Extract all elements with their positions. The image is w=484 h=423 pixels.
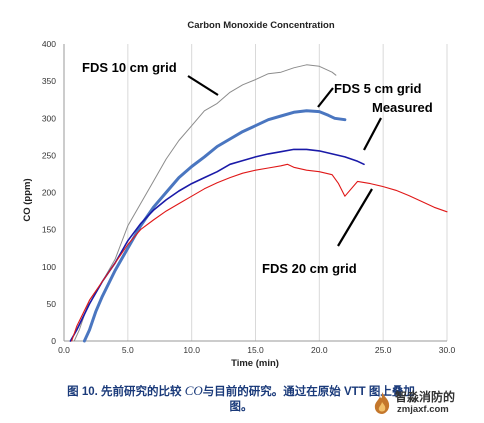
x-tick-label: 15.0 [247, 345, 264, 355]
site-watermark: 智淼消防的 zmjaxf.com [371, 388, 481, 420]
annotation-fds-20cm: FDS 20 cm grid [262, 261, 357, 276]
annotation-arrow-fds-5cm [317, 87, 334, 108]
x-tick-label: 20.0 [311, 345, 328, 355]
x-tick-label: 30.0 [439, 345, 456, 355]
series-lines [69, 64, 448, 343]
caption-italic-co: CO [184, 383, 203, 398]
y-tick-labels: 0 50 100 150 200 250 300 350 400 [42, 39, 56, 346]
chart-title: Carbon Monoxide Concentration [187, 20, 334, 31]
x-tick-label: 10.0 [183, 345, 200, 355]
co-concentration-chart: Carbon Monoxide Concentration 0.0 5.0 10.0… [22, 20, 456, 369]
annotation-fds-10cm: FDS 10 cm grid [82, 60, 177, 75]
annotation-arrow-fds-20cm [337, 188, 373, 247]
annotation-arrow-measured [363, 117, 382, 151]
annotation-fds-5cm: FDS 5 cm grid [334, 81, 421, 96]
x-tick-label: 0.0 [58, 345, 70, 355]
series-line-fds-5-cm-grid [82, 109, 347, 343]
watermark-url: zmjaxf.com [397, 404, 449, 415]
y-tick-label: 200 [42, 188, 56, 198]
x-axis-label: Time (min) [231, 358, 279, 369]
figure-caption: 图 10. 先前研究的比较 CO与目前的研究。通过在原始 VTT 图上叠加 图。 [6, 383, 476, 415]
y-tick-label: 100 [42, 262, 56, 272]
caption-suffix: 与目前的研究。通过在原始 VTT 图上叠加 [202, 386, 415, 398]
y-axis-label: CO (ppm) [22, 178, 33, 221]
x-tick-labels: 0.0 5.0 10.0 15.0 20.0 25.0 30.0 [58, 345, 455, 355]
y-tick-label: 150 [42, 225, 56, 235]
caption-line2: 图。 [229, 401, 253, 413]
series-line-fds-20-cm-grid [71, 163, 448, 342]
annotation-arrow-fds-10cm [187, 75, 219, 96]
annotations: FDS 10 cm grid FDS 5 cm grid Measured FD… [82, 60, 433, 276]
series-line-measured [69, 148, 365, 342]
y-tick-label: 300 [42, 113, 56, 123]
series-line-fds-10-cm-grid [73, 64, 337, 342]
caption-prefix: 图 10. 先前研究的比较 [67, 386, 185, 398]
flame-logo-icon [374, 392, 390, 414]
watermark-name: 智淼消防的 [395, 390, 456, 404]
y-tick-label: 50 [47, 299, 57, 309]
annotation-measured: Measured [372, 100, 433, 115]
y-tick-label: 400 [42, 39, 56, 49]
axes [63, 44, 447, 342]
x-tick-label: 5.0 [122, 345, 134, 355]
x-tick-label: 25.0 [375, 345, 392, 355]
y-tick-label: 350 [42, 76, 56, 86]
grid-lines [127, 44, 448, 341]
y-tick-label: 250 [42, 150, 56, 160]
y-tick-label: 0 [51, 336, 56, 346]
